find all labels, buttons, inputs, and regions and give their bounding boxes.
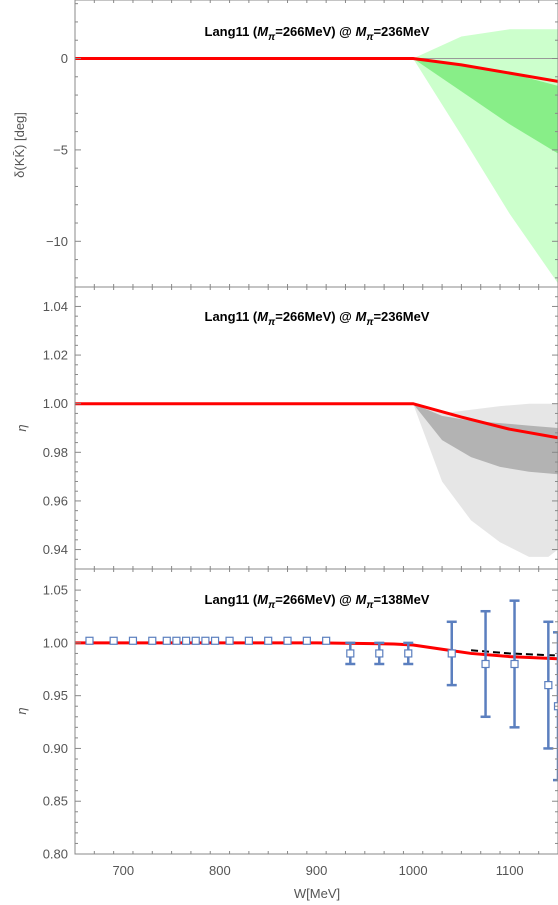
error-band-1 (413, 403, 558, 475)
data-point (172, 636, 181, 645)
data-point (510, 659, 519, 669)
panel-title: Lang11 (Mπ=266MeV) @ Mπ=138MeV (205, 592, 430, 611)
y-tick-label: 0.96 (43, 493, 68, 508)
panel-phase-shift: 0 −5 −10 Lang11 (Mπ=266MeV) @ Mπ=236MeV δ(… (12, 0, 558, 288)
y-tick-label: 0.80 (43, 847, 68, 862)
data-point (244, 636, 253, 645)
data-point (283, 636, 292, 645)
data-point (346, 649, 355, 658)
data-point (201, 636, 210, 645)
dashed-curve-1 (470, 649, 558, 657)
y-tick-label: 1.02 (43, 348, 68, 363)
y-tick-label: 0.85 (43, 794, 68, 809)
y-tick-label: 1.00 (43, 635, 68, 650)
y-tick-label: 1.05 (43, 583, 68, 598)
y-tick-label: 0.94 (43, 542, 68, 557)
x-tick-label: 900 (306, 863, 328, 878)
data-point (225, 636, 234, 645)
y-tick-label: 0.95 (43, 688, 68, 703)
data-point (109, 636, 118, 645)
data-point (181, 636, 191, 645)
panel-inelasticity-236: 0.94 0.96 0.98 1.00 1.02 1.04 Lang11 (Mπ=266M… (14, 286, 558, 570)
data-point (481, 659, 490, 669)
panel-inelasticity-138: 0.80 0.85 0.90 0.95 1.00 1.05 700 800 900 1000 110… (14, 568, 558, 901)
y-tick-label: 1.04 (43, 299, 68, 314)
y-axis-label: δ(KK̄) [deg] (12, 112, 27, 178)
data-point (404, 649, 413, 658)
x-tick-label: 1000 (399, 863, 428, 878)
panel-title: Lang11 (Mπ=266MeV) @ Mπ=236MeV (205, 309, 430, 328)
x-tick-label: 1100 (496, 863, 524, 878)
data-point (544, 681, 553, 690)
panel-title: Lang11 (Mπ=266MeV) @ Mπ=236MeV (205, 24, 430, 43)
data-point (264, 636, 273, 645)
y-tick-label: −5 (53, 142, 68, 157)
central-curve-0 (75, 402, 558, 440)
y-tick-label: 0 (61, 51, 68, 66)
error-band-1 (413, 58, 558, 154)
data-point (162, 636, 171, 645)
data-point (210, 636, 220, 645)
data-point (128, 636, 138, 645)
data-point (302, 636, 311, 645)
data-point (375, 649, 384, 658)
data-point (85, 636, 94, 645)
central-curve-0 (75, 56, 558, 83)
y-tick-label: 0.98 (43, 445, 68, 460)
y-tick-label: −10 (46, 234, 68, 249)
y-axis-label: η (14, 707, 29, 714)
x-tick-label: 800 (209, 863, 231, 878)
data-point (322, 636, 331, 645)
x-axis-label: W[MeV] (294, 886, 340, 901)
data-point (447, 649, 456, 658)
y-axis-label: η (14, 424, 29, 431)
y-tick-label: 0.90 (43, 741, 68, 756)
data-point (191, 636, 200, 645)
x-tick-label: 700 (112, 863, 134, 878)
y-tick-label: 1.00 (43, 396, 68, 411)
data-point (148, 636, 157, 645)
plot-frame (74, 568, 558, 855)
